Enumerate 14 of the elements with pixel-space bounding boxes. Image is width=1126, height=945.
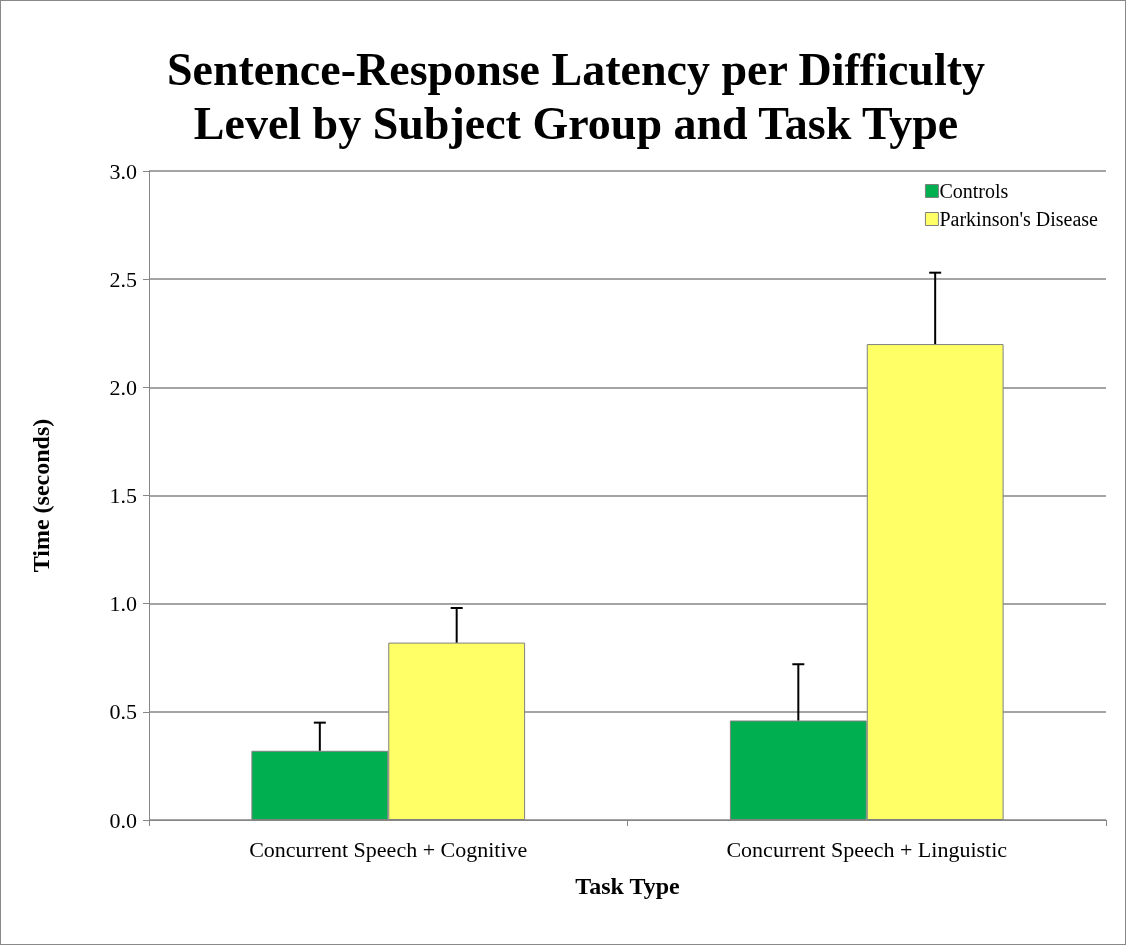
legend-label: Controls: [939, 180, 1009, 202]
y-tick-label: 3.0: [109, 158, 137, 184]
x-tick-label: Concurrent Speech + Cognitive: [249, 836, 528, 862]
y-tick-label: 0.0: [109, 807, 137, 833]
x-tick-label: Concurrent Speech + Linguistic: [726, 836, 1008, 862]
y-tick-label: 1.0: [109, 591, 137, 617]
chart-title: Sentence-Response Latency per Difficulty Level by Subject Group and Task Type: [166, 43, 986, 149]
y-tick-label: 2.5: [109, 266, 137, 292]
y-tick-label: 2.0: [109, 374, 137, 400]
y-tick-label: 0.5: [109, 699, 137, 725]
y-axis-title: Time (seconds): [28, 418, 54, 573]
legend-label: Parkinson's Disease: [939, 208, 1099, 230]
y-tick-label: 1.5: [109, 483, 137, 508]
x-axis-title: Task Type: [575, 873, 680, 899]
